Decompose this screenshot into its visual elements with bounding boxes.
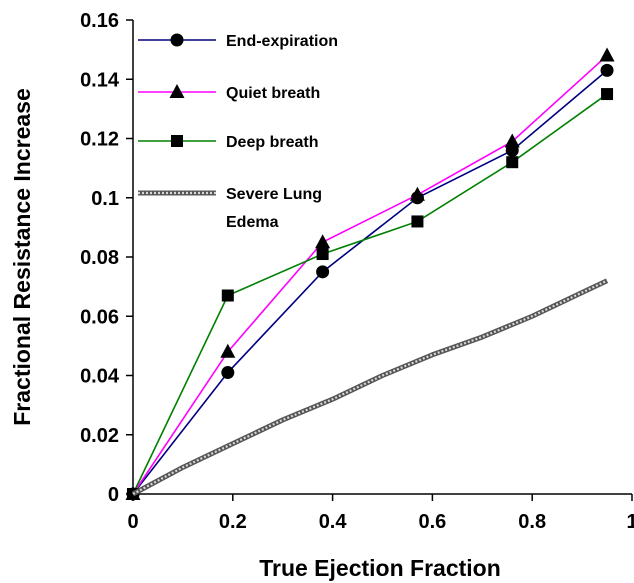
x-tick-label: 0.6	[418, 511, 446, 533]
data-point-square	[506, 156, 519, 169]
data-point-triangle	[599, 47, 615, 62]
y-axis-label: Fractional Resistance Increase	[9, 88, 35, 426]
x-tick-label: 1	[626, 511, 634, 533]
data-point-circle	[600, 63, 614, 77]
series-line	[132, 93, 608, 495]
legend-entry: Quiet breath	[138, 84, 320, 102]
y-tick-label: 0.12	[80, 129, 119, 151]
data-point-circle	[170, 33, 184, 47]
data-point-triangle	[220, 343, 236, 358]
data-point-triangle	[315, 234, 331, 249]
y-tick-label: 0.16	[80, 10, 119, 32]
data-point-triangle	[409, 186, 425, 201]
legend: End-expiration Quiet breath Deep breath Sev…	[138, 33, 338, 231]
series-triangle	[125, 47, 615, 500]
legend-label: Quiet breath	[226, 85, 320, 102]
legend-entry: End-expiration	[138, 33, 338, 50]
x-axis-label: True Ejection Fraction	[259, 555, 501, 581]
y-tick-label: 0.02	[80, 425, 119, 447]
y-tick-label: 0.04	[80, 366, 120, 388]
legend-label: Severe Lung	[226, 186, 322, 203]
series-line	[132, 54, 608, 495]
data-point-square	[221, 289, 234, 302]
data-point-square	[411, 215, 424, 228]
y-tick-label: 0.08	[80, 247, 119, 269]
series-line-inner	[132, 279, 608, 495]
series-hatched	[131, 278, 609, 497]
legend-label: End-expiration	[226, 33, 338, 50]
legend-label: Edema	[226, 214, 279, 231]
legend-entry: Severe Lung Edema	[138, 186, 322, 231]
series-circle	[126, 63, 614, 501]
data-point-triangle	[504, 133, 520, 148]
x-tick-label: 0.8	[518, 511, 546, 533]
y-tick-label: 0	[108, 484, 119, 506]
axes: 0 0.02 0.04 0.06 0.08 0.1 0.12 0.14 0.16 0 0.2 0.4 0…	[80, 10, 634, 533]
data-point-triangle	[169, 84, 185, 98]
y-tick-label: 0.14	[80, 69, 120, 91]
series-line	[132, 69, 608, 495]
y-tick-label: 0.06	[80, 306, 119, 328]
plot-area	[125, 47, 615, 501]
data-point-square	[316, 248, 329, 261]
data-point-circle	[316, 265, 330, 279]
data-point-circle	[221, 366, 235, 380]
data-point-square	[601, 88, 614, 101]
series-square	[127, 88, 614, 500]
y-tick-label: 0.1	[91, 188, 119, 210]
x-tick-label: 0	[127, 511, 138, 533]
legend-entry: Deep breath	[138, 134, 318, 151]
data-point-square	[171, 135, 183, 147]
legend-label: Deep breath	[226, 134, 318, 151]
x-tick-label: 0.2	[219, 511, 247, 533]
x-tick-label: 0.4	[319, 511, 348, 533]
